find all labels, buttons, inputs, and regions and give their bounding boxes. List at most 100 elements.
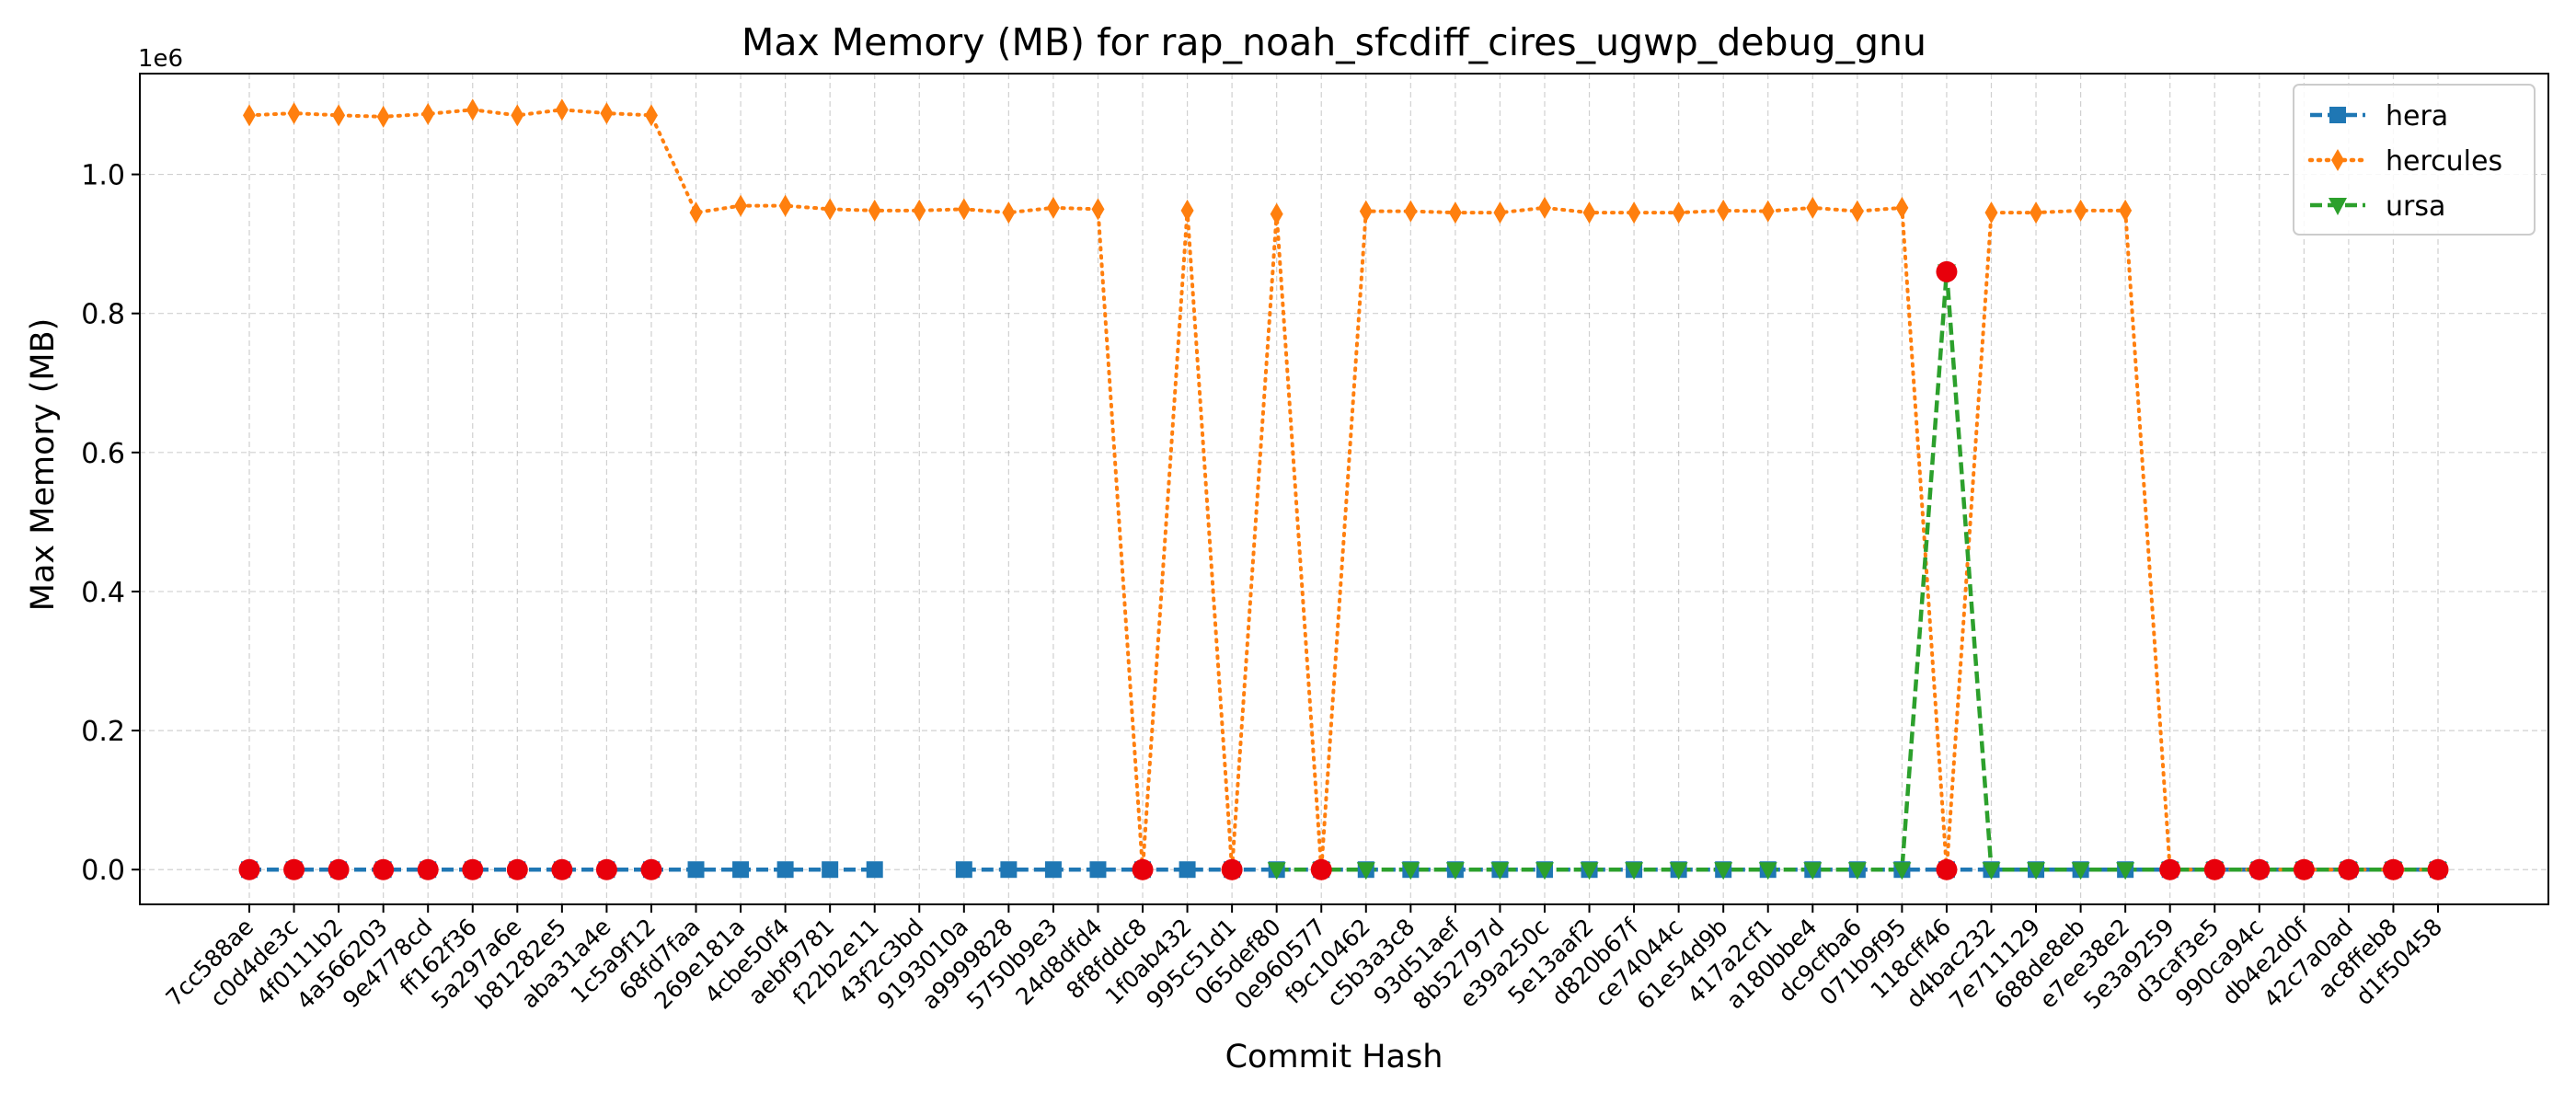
data-point-hera bbox=[732, 861, 750, 879]
data-point-ursa bbox=[1490, 862, 1510, 880]
data-point-ursa bbox=[1669, 862, 1688, 880]
highlight-point bbox=[328, 858, 350, 880]
data-point-hercules bbox=[1270, 202, 1283, 225]
data-point-hercules bbox=[1806, 196, 1820, 219]
data-point-hera bbox=[1089, 861, 1107, 879]
data-point-hercules bbox=[778, 194, 792, 217]
data-point-hercules bbox=[1717, 199, 1731, 222]
data-point-hercules bbox=[1180, 199, 1194, 222]
legend-label-hercules: hercules bbox=[2386, 145, 2502, 178]
data-point-hercules bbox=[2119, 199, 2133, 222]
data-point-hercules bbox=[1582, 201, 1596, 224]
highlight-point bbox=[1132, 858, 1154, 880]
highlight-point bbox=[1936, 858, 1958, 880]
highlight-point bbox=[2338, 858, 2360, 880]
data-point-hercules bbox=[466, 98, 479, 121]
highlight-point bbox=[283, 858, 305, 880]
y-axis-label: Max Memory (MB) bbox=[25, 318, 62, 611]
y-axis-offset-label: 1e6 bbox=[138, 45, 183, 73]
y-tick-label: 0.0 bbox=[81, 855, 125, 887]
highlight-point bbox=[1310, 858, 1332, 880]
data-point-hera bbox=[822, 861, 839, 879]
data-point-hercules bbox=[913, 199, 926, 222]
data-point-hercules bbox=[868, 199, 881, 222]
data-point-hercules bbox=[600, 102, 614, 125]
legend-box bbox=[2293, 84, 2536, 236]
x-axis-label: Commit Hash bbox=[1225, 1039, 1443, 1075]
data-point-hercules bbox=[1002, 201, 1016, 224]
data-point-hercules bbox=[1537, 196, 1551, 219]
data-point-ursa bbox=[2027, 862, 2046, 880]
data-point-hercules bbox=[1627, 201, 1641, 224]
data-point-ursa bbox=[1803, 862, 1823, 880]
data-point-hera bbox=[955, 861, 972, 879]
plot-frame bbox=[139, 73, 2549, 905]
highlight-point bbox=[373, 858, 395, 880]
highlight-point bbox=[1221, 858, 1243, 880]
legend-swatch-marker-hercules bbox=[2331, 149, 2344, 171]
data-point-hercules bbox=[511, 104, 524, 127]
highlight-markers bbox=[238, 260, 2449, 880]
highlight-point bbox=[640, 858, 662, 880]
highlight-point bbox=[2203, 858, 2225, 880]
data-point-hercules bbox=[1895, 196, 1909, 219]
data-point-ursa bbox=[1982, 862, 2001, 880]
data-point-hercules bbox=[1672, 201, 1685, 224]
data-point-ursa bbox=[1445, 862, 1465, 880]
data-point-hercules bbox=[376, 105, 390, 128]
data-point-hercules bbox=[1091, 198, 1105, 221]
data-point-ursa bbox=[1267, 862, 1286, 880]
data-point-hercules bbox=[243, 104, 256, 127]
data-point-hercules bbox=[1761, 200, 1775, 223]
data-point-hera bbox=[1179, 861, 1196, 879]
data-point-hera bbox=[866, 861, 883, 879]
highlight-point bbox=[2427, 858, 2449, 880]
data-point-ursa bbox=[1535, 862, 1554, 880]
highlight-point bbox=[1936, 260, 1958, 282]
data-point-ursa bbox=[2116, 862, 2135, 880]
data-point-hera bbox=[1044, 861, 1062, 879]
data-point-ursa bbox=[1847, 862, 1867, 880]
highlight-point bbox=[238, 858, 260, 880]
legend-label-ursa: ursa bbox=[2386, 190, 2445, 223]
y-tick-label: 0.4 bbox=[81, 577, 125, 609]
data-point-hercules bbox=[1493, 201, 1507, 224]
highlight-point bbox=[417, 858, 439, 880]
series-line-hercules bbox=[247, 108, 2440, 872]
data-point-hercules bbox=[421, 102, 435, 125]
legend: hera hercules ursa bbox=[2293, 84, 2536, 236]
data-point-hercules bbox=[1404, 200, 1418, 223]
data-point-hercules bbox=[2074, 199, 2087, 222]
data-point-hera bbox=[1000, 861, 1018, 879]
grid bbox=[140, 74, 2548, 904]
data-point-hera bbox=[687, 861, 705, 879]
data-point-hercules bbox=[555, 98, 569, 121]
data-point-hercules bbox=[1850, 200, 1864, 223]
data-point-ursa bbox=[1625, 862, 1644, 880]
highlight-point bbox=[551, 858, 573, 880]
data-point-hera bbox=[776, 861, 794, 879]
y-tick-label: 1.0 bbox=[81, 160, 125, 192]
data-point-hercules bbox=[644, 104, 658, 127]
data-point-hercules bbox=[1984, 201, 1998, 224]
data-point-hercules bbox=[1359, 200, 1373, 223]
data-point-hercules bbox=[2030, 201, 2043, 224]
legend-label-hera: hera bbox=[2386, 100, 2448, 132]
highlight-point bbox=[462, 858, 484, 880]
data-point-ursa bbox=[1714, 862, 1733, 880]
data-point-ursa bbox=[1401, 862, 1420, 880]
y-tick-label: 0.8 bbox=[81, 299, 125, 331]
data-point-hercules bbox=[734, 194, 748, 217]
data-point-hercules bbox=[823, 198, 837, 221]
chart-title: Max Memory (MB) for rap_noah_sfcdiff_cir… bbox=[742, 20, 1926, 64]
legend-swatch-marker-ursa bbox=[2329, 198, 2347, 215]
data-point-hercules bbox=[957, 198, 971, 221]
data-point-hercules bbox=[332, 104, 346, 127]
highlight-point bbox=[2293, 858, 2315, 880]
data-point-hercules bbox=[689, 201, 703, 224]
data-point-ursa bbox=[1580, 862, 1599, 880]
highlight-point bbox=[2159, 858, 2181, 880]
y-tick-label: 0.6 bbox=[81, 438, 125, 470]
highlight-point bbox=[595, 858, 617, 880]
